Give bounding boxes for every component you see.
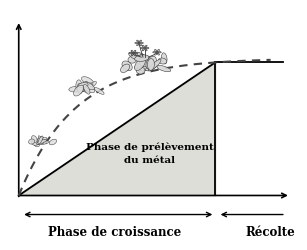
Text: Récolte: Récolte — [246, 226, 296, 239]
Ellipse shape — [38, 136, 44, 144]
Ellipse shape — [158, 52, 161, 53]
Ellipse shape — [34, 143, 39, 147]
Ellipse shape — [38, 136, 43, 144]
Ellipse shape — [146, 56, 156, 69]
Ellipse shape — [157, 66, 171, 72]
Ellipse shape — [134, 58, 146, 70]
Ellipse shape — [122, 61, 132, 71]
Ellipse shape — [37, 138, 42, 143]
Ellipse shape — [135, 62, 146, 69]
Ellipse shape — [49, 139, 57, 145]
Ellipse shape — [139, 40, 142, 42]
Ellipse shape — [37, 138, 47, 141]
Ellipse shape — [86, 82, 96, 90]
Ellipse shape — [136, 53, 144, 58]
Ellipse shape — [81, 87, 89, 92]
Ellipse shape — [69, 86, 84, 92]
Ellipse shape — [145, 64, 157, 71]
Ellipse shape — [36, 139, 47, 144]
Ellipse shape — [82, 85, 92, 92]
Ellipse shape — [157, 50, 159, 51]
Ellipse shape — [129, 52, 132, 54]
Ellipse shape — [136, 67, 145, 74]
Ellipse shape — [155, 53, 157, 55]
Text: Phase de prélèvement
du métal: Phase de prélèvement du métal — [86, 142, 214, 165]
Ellipse shape — [137, 64, 156, 70]
Ellipse shape — [155, 50, 157, 51]
Circle shape — [133, 52, 134, 54]
Ellipse shape — [132, 53, 143, 58]
Ellipse shape — [137, 44, 139, 46]
Ellipse shape — [147, 58, 154, 70]
Ellipse shape — [32, 136, 37, 142]
Ellipse shape — [79, 85, 87, 92]
Ellipse shape — [39, 136, 44, 144]
Circle shape — [144, 47, 146, 49]
Ellipse shape — [131, 50, 133, 52]
Ellipse shape — [137, 40, 139, 42]
Ellipse shape — [77, 83, 83, 94]
Ellipse shape — [135, 52, 138, 54]
Ellipse shape — [161, 53, 167, 64]
Ellipse shape — [135, 42, 138, 43]
Ellipse shape — [140, 48, 143, 49]
Ellipse shape — [141, 42, 143, 43]
Ellipse shape — [81, 77, 94, 85]
Ellipse shape — [76, 80, 82, 91]
Ellipse shape — [153, 52, 156, 53]
Ellipse shape — [157, 53, 159, 55]
Ellipse shape — [139, 58, 149, 67]
Text: Phase de croissance: Phase de croissance — [48, 226, 181, 239]
Ellipse shape — [131, 54, 133, 56]
Ellipse shape — [83, 82, 95, 90]
Ellipse shape — [29, 139, 35, 144]
Ellipse shape — [145, 45, 147, 47]
Ellipse shape — [146, 48, 149, 49]
Ellipse shape — [94, 88, 104, 94]
Ellipse shape — [139, 54, 145, 62]
Ellipse shape — [134, 54, 136, 56]
Ellipse shape — [139, 44, 142, 46]
Ellipse shape — [148, 60, 161, 71]
Ellipse shape — [136, 52, 151, 62]
Circle shape — [156, 52, 158, 53]
Ellipse shape — [81, 83, 93, 90]
Ellipse shape — [80, 82, 88, 90]
Ellipse shape — [128, 56, 137, 63]
Ellipse shape — [139, 66, 146, 75]
Ellipse shape — [84, 84, 90, 94]
Ellipse shape — [38, 141, 49, 145]
Ellipse shape — [142, 49, 144, 51]
Ellipse shape — [129, 52, 143, 60]
Ellipse shape — [74, 85, 84, 96]
Circle shape — [138, 42, 140, 44]
Ellipse shape — [120, 64, 130, 72]
Ellipse shape — [82, 84, 95, 93]
Ellipse shape — [135, 55, 149, 62]
Ellipse shape — [142, 45, 144, 47]
Ellipse shape — [134, 50, 136, 52]
Ellipse shape — [78, 83, 88, 88]
Ellipse shape — [31, 140, 38, 145]
Ellipse shape — [145, 49, 147, 51]
Ellipse shape — [158, 58, 167, 64]
